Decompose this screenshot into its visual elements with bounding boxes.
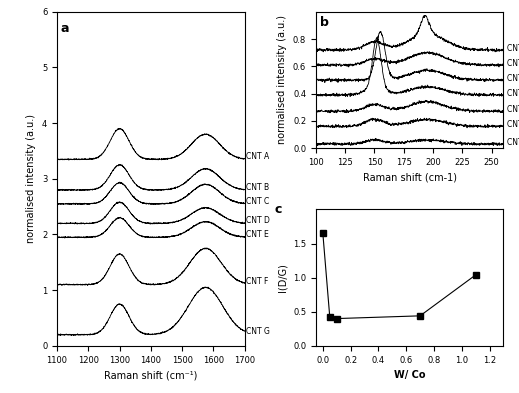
Text: CNT A: CNT A <box>246 152 269 161</box>
X-axis label: Raman shift (cm-1): Raman shift (cm-1) <box>363 173 457 182</box>
Text: CNT A: CNT A <box>507 44 519 53</box>
Text: c: c <box>275 203 282 216</box>
Text: CNT B: CNT B <box>507 59 519 68</box>
Text: CNT D: CNT D <box>246 216 270 225</box>
Text: b: b <box>320 16 329 29</box>
Text: CNT F: CNT F <box>507 121 519 129</box>
Text: CNT C: CNT C <box>507 74 519 83</box>
Text: CNT B: CNT B <box>246 183 269 192</box>
Y-axis label: normalised intensity (a.u.): normalised intensity (a.u.) <box>26 114 36 243</box>
Y-axis label: I(D/G): I(D/G) <box>278 263 288 292</box>
X-axis label: Raman shift (cm⁻¹): Raman shift (cm⁻¹) <box>104 370 198 380</box>
Text: CNT E: CNT E <box>246 230 269 239</box>
Text: a: a <box>61 22 70 35</box>
Text: CNT D: CNT D <box>507 89 519 98</box>
Y-axis label: normalised intensity (a.u.): normalised intensity (a.u.) <box>277 15 288 145</box>
Text: CNT G: CNT G <box>507 138 519 147</box>
Text: CNT F: CNT F <box>246 277 268 286</box>
Text: CNT C: CNT C <box>246 196 269 206</box>
Text: CNT G: CNT G <box>246 327 270 336</box>
Text: CNT E: CNT E <box>507 105 519 114</box>
X-axis label: W/ Co: W/ Co <box>394 370 426 380</box>
